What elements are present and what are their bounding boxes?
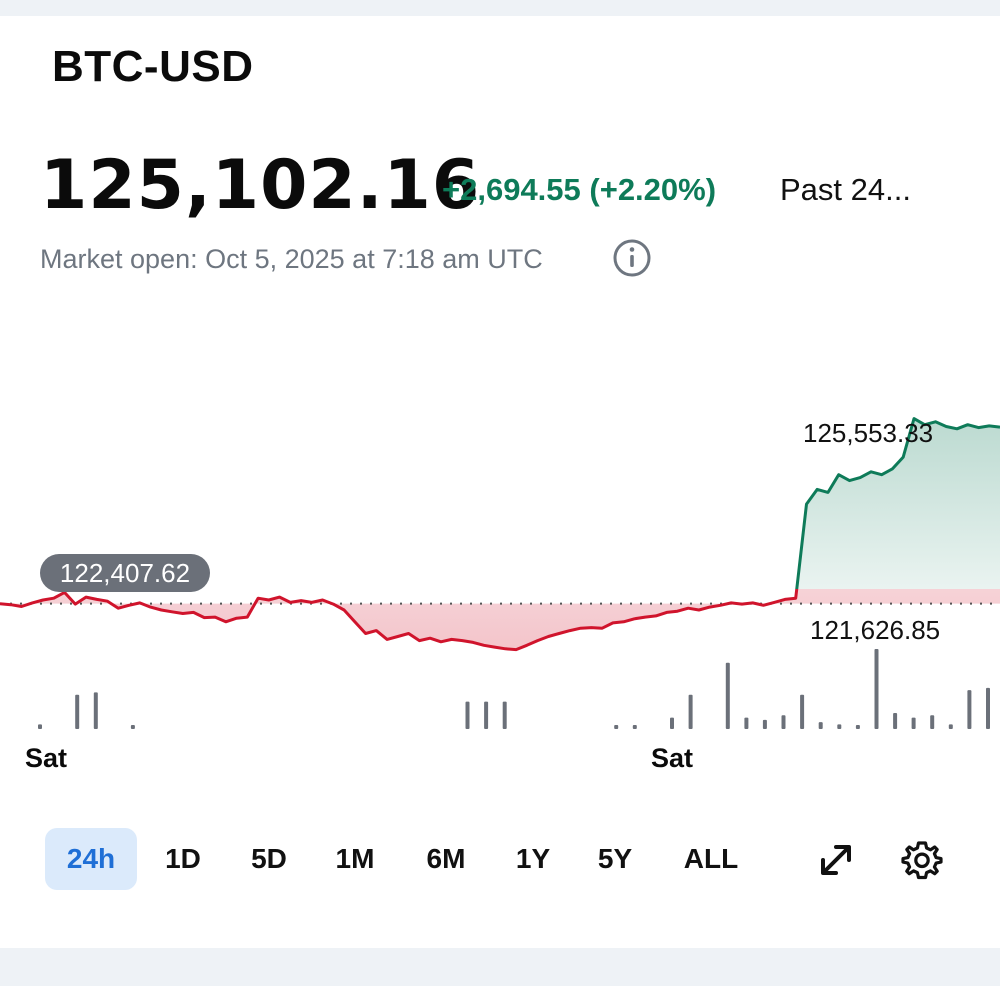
volume-bar [744,717,749,729]
range-6m-button[interactable]: 6M [426,843,466,874]
range-1m-button[interactable]: 1M [335,843,375,874]
volume-bar [93,692,98,729]
volume-bar [670,717,674,729]
volume-bar [893,713,898,729]
previous-close-label: 122,407.62 [40,554,210,592]
x-axis-label-sat-2: Sat [651,743,694,773]
range-1y-button[interactable]: 1Y [515,843,551,874]
range-5y-button[interactable]: 5Y [597,843,633,874]
volume-bar [484,701,489,729]
range-5d-button[interactable]: 5D [251,843,287,874]
volume-bar [874,649,879,729]
volume-bar [930,715,935,729]
volume-bar [967,690,972,729]
range-all-button[interactable]: ALL [683,843,739,874]
current-price: 125,102.16 [40,146,481,225]
gear-icon[interactable] [900,838,944,882]
low-label: 121,626.85 [810,615,941,645]
range-1d-button[interactable]: 1D [165,843,201,874]
price-line-up [795,417,1000,589]
volume-bar [75,694,80,729]
volume-bar [632,725,637,729]
volume-bar [781,715,786,729]
volume-bar [800,694,805,729]
x-axis-label-sat-1: Sat [25,743,68,773]
volume-bar [725,662,730,729]
high-label: 125,553.33 [803,418,934,448]
volume-bar [855,725,860,729]
volume-bar [130,725,135,729]
volume-bar [465,701,470,729]
volume-bar [38,724,42,729]
volume-bar [502,701,507,729]
market-status: Market open: Oct 5, 2025 at 7:18 am UTC [40,244,543,274]
volume-bar [762,719,767,729]
volume-bar [911,717,916,729]
volume-bar [986,687,990,729]
info-icon[interactable] [612,238,652,278]
volume-bar [818,722,823,729]
volume-bar [614,725,619,729]
range-selector: 24h 1D 5D 1M 6M 1Y 5Y ALL [0,828,1000,892]
volume-bar [948,724,953,729]
change-period[interactable]: Past 24... [780,172,911,207]
volume-bar [837,724,842,729]
price-change: +2,694.55 (+2.20%) [442,172,717,207]
area-above-baseline [796,418,1000,589]
symbol-title: BTC-USD [52,42,254,91]
range-24h-button[interactable]: 24h [45,828,137,890]
price-line-down [0,589,799,652]
volume-bar [688,694,693,729]
expand-icon[interactable] [814,838,858,882]
